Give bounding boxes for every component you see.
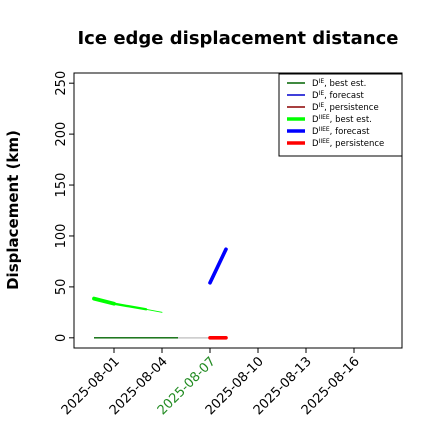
y-tick-label: 100 [54, 224, 69, 249]
legend-label: DIE, persistence [312, 102, 379, 113]
y-tick-label: 250 [54, 71, 69, 96]
legend-label: DIIEE, forecast [312, 126, 370, 137]
y-tick-label: 50 [54, 279, 69, 296]
series-segment-3 [145, 308, 163, 313]
y-tick-label: 150 [54, 173, 69, 198]
series-segment-3 [92, 296, 116, 306]
legend-label: DIE, best est. [312, 78, 366, 89]
chart-title: Ice edge displacement distance [77, 28, 398, 49]
series-layer [92, 247, 228, 340]
series-line-4 [208, 247, 228, 285]
y-ticks: 0 50 100 150 200 250 [54, 71, 74, 342]
y-tick-label: 200 [54, 122, 69, 147]
x-ticks: 2025-08-012025-08-042025-08-072025-08-10… [59, 348, 363, 418]
series-segment-3 [112, 302, 148, 311]
y-axis-label: Displacement (km) [4, 130, 22, 290]
y-tick-label: 0 [54, 334, 69, 342]
legend-label: DIE, forecast [312, 90, 365, 101]
plot-frame [73, 72, 403, 349]
legend-label: DIIEE, persistence [312, 138, 384, 149]
legend-label: DIIEE, best est. [312, 114, 372, 125]
